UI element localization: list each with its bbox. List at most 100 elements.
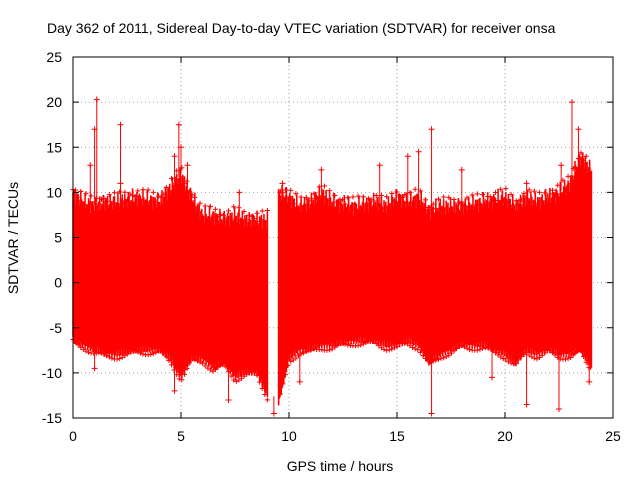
data-point: [516, 198, 522, 204]
data-point: [443, 354, 449, 360]
data-point: [340, 340, 346, 346]
data-point: [371, 338, 377, 344]
data-point: [482, 345, 488, 351]
data-point: [472, 204, 478, 210]
data-point: [166, 358, 172, 364]
data-point: [420, 201, 426, 207]
data-point: [410, 200, 416, 206]
data-point: [529, 199, 535, 205]
data-point: [454, 202, 460, 208]
data-point: [458, 166, 465, 173]
data-point: [531, 188, 537, 194]
data-point: [518, 353, 524, 359]
data-point: [205, 365, 211, 371]
data-point: [251, 370, 257, 376]
data-point: [262, 220, 268, 226]
data-point: [420, 353, 426, 359]
data-point: [373, 193, 379, 199]
data-point: [477, 346, 483, 352]
data-point: [161, 191, 167, 197]
data-point: [467, 204, 473, 210]
data-point: [358, 342, 364, 348]
data-point: [171, 387, 178, 394]
data-point: [301, 350, 307, 356]
data-point: [467, 346, 473, 352]
data-point: [508, 191, 514, 197]
data-point: [231, 377, 237, 383]
data-point: [573, 350, 579, 356]
data-point: [137, 196, 143, 202]
data-point: [340, 197, 346, 203]
data-point: [228, 216, 234, 222]
data-point: [308, 195, 314, 201]
data-point: [435, 196, 441, 202]
data-point: [285, 195, 291, 201]
data-point: [78, 344, 84, 350]
data-point: [376, 202, 382, 208]
data-point: [505, 359, 511, 365]
data-point: [345, 342, 351, 348]
data-point: [556, 405, 562, 412]
data-point: [119, 200, 125, 206]
data-point: [500, 356, 506, 362]
data-point: [314, 194, 320, 200]
data-point: [438, 206, 444, 212]
data-point: [464, 195, 470, 201]
data-point: [73, 187, 79, 193]
data-point: [244, 371, 250, 377]
data-point: [451, 348, 457, 354]
data-point: [412, 346, 418, 352]
data-point: [176, 177, 182, 183]
data-point: [386, 347, 392, 353]
data-point: [270, 410, 277, 417]
data-point: [99, 349, 105, 355]
data-point: [303, 194, 309, 200]
data-point: [140, 187, 146, 193]
data-point: [262, 391, 268, 397]
data-point: [124, 197, 130, 203]
data-point: [319, 347, 325, 353]
data-point: [215, 214, 221, 220]
data-point: [220, 212, 226, 218]
data-point: [575, 347, 581, 353]
data-point: [189, 192, 195, 198]
data-point: [306, 347, 312, 353]
data-point: [568, 180, 574, 186]
data-point: [558, 162, 565, 169]
data-point: [119, 354, 125, 360]
data-point: [114, 202, 120, 208]
data-point: [376, 162, 383, 169]
data-point: [547, 191, 553, 197]
data-point: [158, 348, 164, 354]
data-point: [96, 350, 102, 356]
data-point: [296, 378, 303, 385]
data-point: [461, 344, 467, 350]
data-point: [137, 350, 143, 356]
data-point: [184, 366, 190, 372]
data-point: [523, 180, 530, 187]
data-point: [342, 341, 348, 347]
data-point: [78, 189, 84, 195]
data-point: [327, 188, 333, 194]
data-point: [91, 365, 98, 372]
data-point: [192, 194, 198, 200]
data-point: [518, 197, 524, 203]
data-point: [75, 342, 81, 348]
data-point: [542, 190, 548, 196]
x-tick-label: 5: [177, 428, 185, 444]
data-point: [163, 184, 169, 190]
data-point: [477, 202, 483, 208]
data-point: [363, 201, 369, 207]
data-point: [489, 374, 496, 381]
data-point: [283, 187, 289, 193]
data-point: [404, 341, 410, 347]
data-point: [200, 360, 206, 366]
data-point: [511, 202, 517, 208]
data-point: [531, 355, 537, 361]
data-point: [568, 355, 574, 361]
data-point: [192, 356, 198, 362]
data-point: [319, 193, 325, 199]
data-point: [238, 375, 244, 381]
data-point: [480, 192, 486, 198]
data-point: [88, 193, 94, 199]
